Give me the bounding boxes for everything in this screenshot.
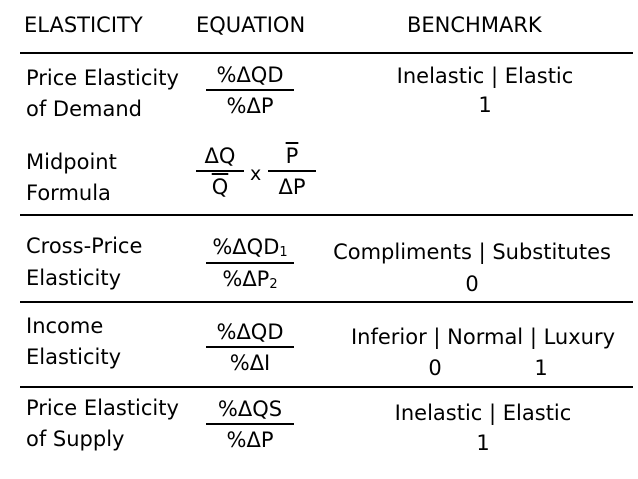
fraction-bar [196,170,244,172]
header-divider [20,52,633,54]
cross-equation: %ΔQD1 %ΔP2 [200,237,300,291]
row-divider [20,386,633,388]
income-numerator: %ΔQD [216,320,284,344]
header-equation: EQUATION [196,13,306,37]
ped-denominator: %ΔP [226,94,274,118]
midpoint-denominator-1: Q [211,175,229,199]
ped-equation: %ΔQD %ΔP [200,65,300,117]
pes-label-line2: of Supply [26,427,125,451]
midpoint-fraction-1: ΔQ Q [190,146,250,198]
income-denominator: %ΔI [229,351,271,375]
income-benchmark-one: 1 [534,356,548,380]
midpoint-numerator-1: ΔQ [204,144,236,168]
row-divider [20,214,633,216]
pes-benchmark-line1: Inelastic | Elastic [394,401,572,425]
ped-label-line1: Price Elasticity [26,66,179,90]
income-label-line2: Elasticity [26,345,122,369]
multiply-sign: x [250,163,262,185]
ped-label-line2: of Demand [26,97,142,121]
midpoint-label-line2: Formula [26,181,111,205]
pes-equation: %ΔQS %ΔP [200,399,300,451]
header-benchmark: BENCHMARK [407,13,542,37]
cross-benchmark-line1: Compliments | Substitutes [333,240,611,264]
fraction-bar [206,346,294,348]
midpoint-numerator-2: P [285,144,299,168]
fraction-bar [268,170,316,172]
midpoint-denominator-2: ΔP [278,175,306,199]
header-elasticity: ELASTICITY [24,13,143,37]
ped-numerator: %ΔQD [216,63,284,87]
fraction-bar [206,262,294,264]
cross-benchmark-line2: 0 [465,272,479,296]
fraction-bar [206,423,294,425]
cross-numerator: %ΔQD1 [212,235,288,260]
pes-numerator: %ΔQS [217,397,283,421]
cross-denominator-subscript: 2 [269,277,278,292]
cross-label-line2: Elasticity [26,266,122,290]
income-benchmark-line1: Inferior | Normal | Luxury [350,325,616,349]
ped-benchmark-line1: Inelastic | Elastic [396,64,574,88]
fraction-bar [206,89,294,91]
income-benchmark-zero: 0 [428,356,442,380]
cross-label-line1: Cross-Price [26,234,143,258]
cross-numerator-subscript: 1 [279,245,288,260]
row-divider [20,301,633,303]
pes-label-line1: Price Elasticity [26,396,179,420]
cross-denominator: %ΔP2 [222,267,278,292]
pes-benchmark-line2: 1 [476,431,490,455]
ped-benchmark-line2: 1 [478,93,492,117]
midpoint-label-line1: Midpoint [26,150,117,174]
income-label-line1: Income [26,314,104,338]
midpoint-fraction-2: P ΔP [262,146,322,198]
income-equation: %ΔQD %ΔI [200,322,300,374]
pes-denominator: %ΔP [226,428,274,452]
